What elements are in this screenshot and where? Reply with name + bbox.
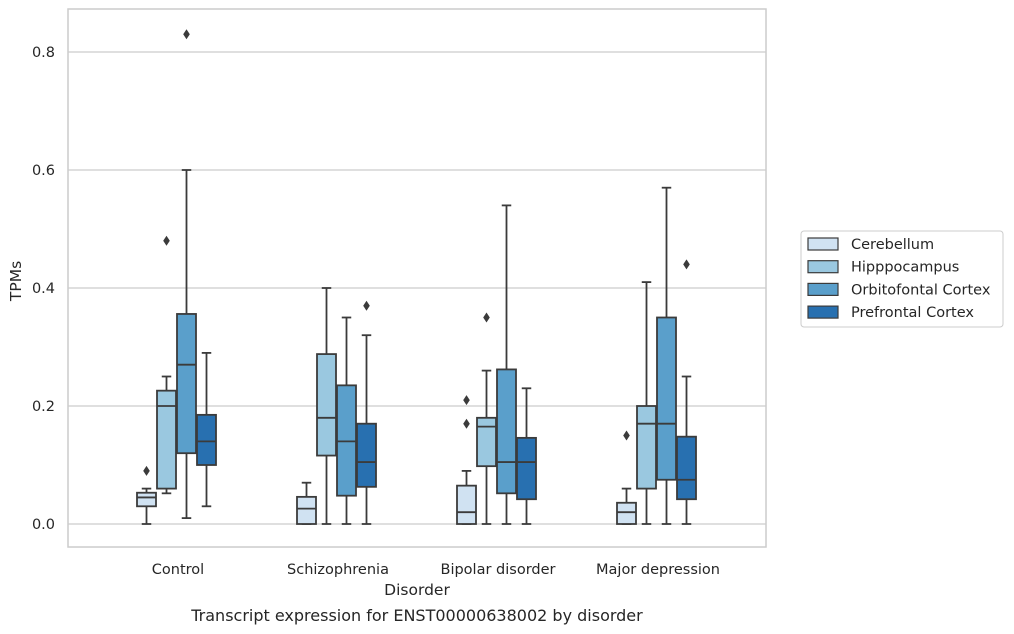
outlier-point bbox=[363, 300, 370, 311]
y-tick-label: 0.4 bbox=[32, 281, 55, 297]
y-axis-title: TPMs bbox=[7, 261, 25, 302]
box-orbitofontal-cortex-1 bbox=[336, 316, 357, 525]
legend-swatch bbox=[807, 305, 839, 319]
iqr-box bbox=[656, 316, 677, 481]
box-cerebellum-2 bbox=[456, 395, 477, 525]
outlier-point bbox=[683, 259, 690, 270]
box-hipppocampus-2 bbox=[476, 312, 497, 525]
box-orbitofontal-cortex-3 bbox=[656, 186, 677, 525]
x-axis-title: Disorder bbox=[384, 581, 450, 599]
outlier-point bbox=[143, 465, 150, 476]
y-tick-label: 0.0 bbox=[32, 517, 55, 533]
box-prefrontal-cortex-0 bbox=[196, 351, 217, 508]
iqr-box bbox=[476, 416, 497, 468]
box-prefrontal-cortex-3 bbox=[676, 259, 697, 525]
outlier-point bbox=[463, 418, 470, 429]
box-orbitofontal-cortex-2 bbox=[496, 204, 517, 525]
iqr-box bbox=[616, 501, 637, 525]
outlier-point bbox=[623, 430, 630, 441]
x-tick-label: Schizophrenia bbox=[287, 562, 389, 578]
box-hipppocampus-0 bbox=[156, 235, 177, 495]
iqr-box bbox=[176, 313, 197, 455]
iqr-box bbox=[296, 495, 317, 525]
legend-frame bbox=[800, 230, 1004, 328]
outlier-point bbox=[183, 29, 190, 40]
iqr-box bbox=[676, 435, 697, 501]
x-tick-label: Bipolar disorder bbox=[441, 562, 556, 578]
legend-label: Cerebellum bbox=[851, 237, 934, 253]
box-hipppocampus-1 bbox=[316, 287, 337, 525]
legend-swatch bbox=[807, 260, 839, 274]
iqr-box bbox=[516, 436, 537, 501]
box-plot-elements bbox=[136, 29, 697, 525]
legend: Cerebellum Hipppocampus Orbitofontal Corte… bbox=[800, 230, 1004, 328]
iqr-box bbox=[316, 353, 337, 457]
box-hipppocampus-3 bbox=[636, 281, 657, 525]
box-cerebellum-3 bbox=[616, 430, 637, 525]
legend-swatch bbox=[807, 237, 839, 251]
box-cerebellum-1 bbox=[296, 481, 317, 525]
legend-label: Hipppocampus bbox=[851, 260, 959, 276]
y-tick-label: 0.8 bbox=[32, 45, 55, 61]
iqr-box bbox=[196, 413, 217, 466]
figure-caption: Transcript expression for ENST0000063800… bbox=[191, 606, 643, 625]
x-tick-labels: Control Schizophrenia Bipolar disorder Majo… bbox=[152, 562, 720, 578]
iqr-box bbox=[496, 368, 517, 495]
box-prefrontal-cortex-2 bbox=[516, 387, 537, 525]
y-tick-label: 0.6 bbox=[32, 163, 55, 179]
x-tick-label: Major depression bbox=[596, 562, 720, 578]
x-tick-label: Control bbox=[152, 562, 204, 578]
box-cerebellum-0 bbox=[136, 465, 157, 525]
outlier-point bbox=[463, 395, 470, 406]
iqr-box bbox=[156, 389, 177, 490]
iqr-box bbox=[456, 484, 477, 525]
box-prefrontal-cortex-1 bbox=[356, 300, 377, 525]
legend-label: Orbitofontal Cortex bbox=[851, 282, 991, 298]
boxplot-chart: 0.0 0.2 0.4 0.6 0.8 Control Schizophrenia Bipo… bbox=[7, 8, 1004, 599]
plot-area-frame bbox=[67, 8, 767, 548]
box-orbitofontal-cortex-0 bbox=[176, 29, 197, 519]
iqr-box bbox=[356, 422, 377, 488]
iqr-box bbox=[636, 405, 657, 490]
outlier-point bbox=[163, 235, 170, 246]
y-tick-labels: 0.0 0.2 0.4 0.6 0.8 bbox=[32, 45, 55, 533]
y-tick-label: 0.2 bbox=[32, 399, 55, 415]
iqr-box bbox=[136, 491, 157, 508]
legend-label: Prefrontal Cortex bbox=[851, 305, 974, 321]
legend-swatch bbox=[807, 282, 839, 296]
outlier-point bbox=[483, 312, 490, 323]
